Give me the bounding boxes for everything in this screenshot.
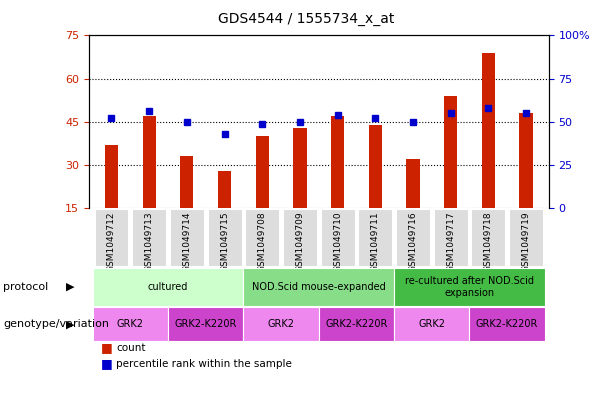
Text: protocol: protocol	[3, 282, 48, 292]
FancyBboxPatch shape	[470, 307, 545, 341]
FancyBboxPatch shape	[243, 268, 394, 306]
FancyBboxPatch shape	[394, 307, 470, 341]
Text: GSM1049718: GSM1049718	[484, 211, 493, 272]
Text: GDS4544 / 1555734_x_at: GDS4544 / 1555734_x_at	[218, 12, 395, 26]
Text: GSM1049711: GSM1049711	[371, 211, 380, 272]
Text: GSM1049709: GSM1049709	[295, 211, 305, 272]
Bar	[105, 145, 118, 208]
FancyBboxPatch shape	[471, 209, 505, 266]
FancyBboxPatch shape	[93, 268, 243, 306]
FancyBboxPatch shape	[321, 209, 354, 266]
Bar	[256, 136, 269, 208]
Text: re-cultured after NOD.Scid
expansion: re-cultured after NOD.Scid expansion	[405, 276, 534, 298]
Text: GSM1049717: GSM1049717	[446, 211, 455, 272]
Text: GSM1049719: GSM1049719	[522, 211, 530, 272]
Bar	[218, 171, 231, 208]
Text: genotype/variation: genotype/variation	[3, 319, 109, 329]
Bar	[519, 113, 533, 208]
Text: GRK2-K220R: GRK2-K220R	[326, 319, 387, 329]
Text: GRK2: GRK2	[268, 319, 295, 329]
Text: ▶: ▶	[66, 282, 75, 292]
Text: GSM1049710: GSM1049710	[333, 211, 342, 272]
Text: GSM1049708: GSM1049708	[257, 211, 267, 272]
Text: GSM1049714: GSM1049714	[182, 211, 191, 272]
Text: GRK2-K220R: GRK2-K220R	[476, 319, 538, 329]
FancyBboxPatch shape	[394, 268, 545, 306]
FancyBboxPatch shape	[170, 209, 204, 266]
FancyBboxPatch shape	[208, 209, 242, 266]
Text: percentile rank within the sample: percentile rank within the sample	[116, 358, 292, 369]
Bar	[180, 156, 194, 208]
FancyBboxPatch shape	[93, 307, 168, 341]
FancyBboxPatch shape	[359, 209, 392, 266]
FancyBboxPatch shape	[319, 307, 394, 341]
FancyBboxPatch shape	[396, 209, 430, 266]
Text: GRK2: GRK2	[418, 319, 445, 329]
Bar	[294, 128, 306, 208]
Text: cultured: cultured	[148, 282, 188, 292]
Text: GSM1049715: GSM1049715	[220, 211, 229, 272]
FancyBboxPatch shape	[283, 209, 317, 266]
FancyBboxPatch shape	[434, 209, 468, 266]
Text: ■: ■	[101, 341, 113, 354]
Bar	[331, 116, 344, 208]
Bar	[444, 96, 457, 208]
Bar	[368, 125, 382, 208]
Text: GSM1049712: GSM1049712	[107, 211, 116, 272]
FancyBboxPatch shape	[168, 307, 243, 341]
FancyBboxPatch shape	[245, 209, 279, 266]
FancyBboxPatch shape	[243, 307, 319, 341]
Bar	[482, 53, 495, 208]
Text: ■: ■	[101, 357, 113, 370]
FancyBboxPatch shape	[132, 209, 166, 266]
FancyBboxPatch shape	[94, 209, 129, 266]
Text: GRK2: GRK2	[117, 319, 144, 329]
Bar	[143, 116, 156, 208]
Bar	[406, 159, 419, 208]
Text: GSM1049713: GSM1049713	[145, 211, 154, 272]
Text: GSM1049716: GSM1049716	[408, 211, 417, 272]
FancyBboxPatch shape	[509, 209, 543, 266]
Text: ▶: ▶	[66, 319, 75, 329]
Text: GRK2-K220R: GRK2-K220R	[175, 319, 237, 329]
Text: count: count	[116, 343, 146, 353]
Text: NOD.Scid mouse-expanded: NOD.Scid mouse-expanded	[252, 282, 386, 292]
